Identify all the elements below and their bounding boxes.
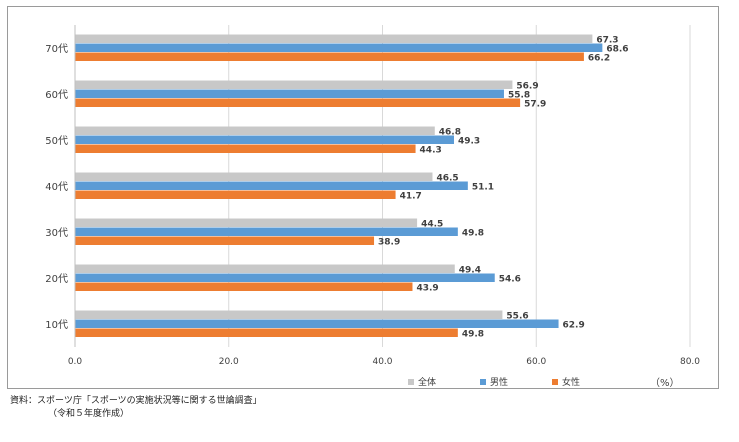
category-label: 40代	[45, 181, 68, 193]
data-label: 43.9	[416, 284, 438, 294]
data-label: 67.3	[596, 36, 618, 46]
bar	[75, 264, 455, 273]
bar	[75, 52, 584, 61]
bar	[75, 190, 396, 199]
data-label: 51.1	[472, 183, 494, 193]
data-label: 55.6	[506, 312, 528, 322]
x-tick-label: 80.0	[680, 357, 700, 367]
bar	[75, 227, 458, 236]
data-label: 44.5	[421, 220, 443, 230]
bar	[75, 34, 593, 43]
data-label: 46.5	[436, 174, 458, 184]
bar	[75, 172, 433, 181]
bar	[75, 310, 503, 319]
data-label: 49.3	[458, 137, 480, 147]
category-label: 10代	[45, 319, 68, 331]
bar	[75, 236, 375, 245]
data-label: 56.9	[516, 82, 538, 92]
bar	[75, 181, 468, 190]
legend-swatch	[408, 379, 414, 385]
data-label: 68.6	[606, 45, 628, 55]
data-label: 49.8	[462, 229, 484, 239]
bar	[75, 273, 495, 282]
legend-swatch	[552, 379, 558, 385]
x-tick-label: 40.0	[372, 357, 392, 367]
bar	[75, 319, 559, 328]
bar	[75, 89, 504, 98]
source-line-1: 資料：スポーツ庁「スポーツの実施状況等に関する世論調査」	[10, 396, 262, 406]
data-label: 62.9	[563, 321, 585, 331]
category-label: 60代	[45, 89, 68, 101]
bar	[75, 282, 413, 291]
bar	[75, 328, 458, 337]
x-tick-label: 0.0	[68, 357, 83, 367]
chart-frame: 67.3 68.6 66.2 56.9 55.8 57.9 46.8 49.3 44.3 46.5…	[7, 6, 719, 389]
legend-swatch	[480, 379, 486, 385]
bar	[75, 80, 513, 89]
bar	[75, 126, 435, 135]
data-label: 41.7	[400, 192, 422, 202]
legend-label: 男性	[490, 376, 508, 388]
bar	[75, 43, 603, 52]
bar	[75, 98, 521, 107]
category-label: 30代	[45, 227, 68, 239]
bar	[75, 218, 418, 227]
data-label: 57.9	[524, 100, 546, 110]
data-label: 54.6	[499, 275, 521, 285]
bar	[75, 144, 416, 153]
legend-label: 女性	[562, 376, 580, 388]
unit-label: （%）	[650, 377, 680, 389]
legend-label: 全体	[418, 376, 436, 388]
bar-chart: 67.368.666.2 56.955.857.9 46.849.3 44.3 46.5…	[45, 25, 700, 389]
data-label: 46.8	[439, 128, 461, 138]
category-label: 20代	[45, 273, 68, 285]
data-label: 55.8	[508, 91, 530, 101]
bar	[75, 135, 454, 144]
data-label: 66.2	[588, 54, 610, 64]
data-label: 38.9	[378, 238, 400, 248]
x-tick-label: 60.0	[526, 357, 546, 367]
data-label: 44.3	[420, 146, 442, 156]
source-line-2: （令和５年度作成）	[48, 409, 130, 419]
data-label: 49.8	[462, 330, 484, 340]
x-tick-label: 20.0	[219, 357, 239, 367]
category-label: 50代	[45, 135, 68, 147]
source-note: 資料：スポーツ庁「スポーツの実施状況等に関する世論調査」 （令和５年度作成）	[10, 395, 262, 421]
category-label: 70代	[45, 43, 68, 55]
data-label: 49.4	[459, 266, 481, 276]
